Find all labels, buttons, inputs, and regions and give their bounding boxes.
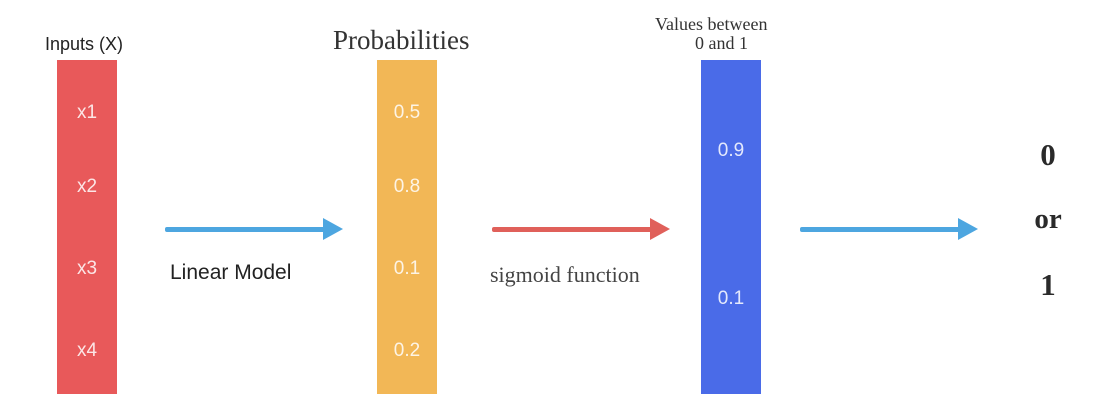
output-arrow xyxy=(800,218,978,240)
arrow-head-icon xyxy=(323,218,343,240)
probability-cell: 0.8 xyxy=(393,176,421,197)
values-title-line1: Values between xyxy=(655,14,768,34)
input-cell: x3 xyxy=(76,258,98,279)
probability-cell: 0.1 xyxy=(393,258,421,279)
arrow-shaft xyxy=(492,226,652,232)
values-column: 0.9 0.1 xyxy=(701,60,761,394)
sigmoid-label: sigmoid function xyxy=(490,262,640,287)
input-cell: x1 xyxy=(76,102,98,123)
inputs-title: Inputs (X) xyxy=(45,34,124,54)
value-cell: 0.1 xyxy=(717,288,745,309)
value-cell: 0.9 xyxy=(717,140,745,161)
sigmoid-arrow xyxy=(492,218,670,240)
inputs-column: x1 x2 x3 x4 xyxy=(57,60,117,394)
arrow-shaft xyxy=(165,226,325,232)
probability-cell: 0.2 xyxy=(393,340,421,361)
output-zero: 0 xyxy=(1040,137,1056,172)
arrow-head-icon xyxy=(958,218,978,240)
probabilities-column: 0.5 0.8 0.1 0.2 xyxy=(377,60,437,394)
values-title-line2: 0 and 1 xyxy=(695,33,748,53)
output-or: or xyxy=(1034,203,1062,235)
linear-model-arrow xyxy=(165,218,343,240)
linear-model-label: Linear Model xyxy=(170,261,292,284)
input-cell: x4 xyxy=(76,340,98,361)
arrow-shaft xyxy=(800,226,960,232)
output-one: 1 xyxy=(1040,267,1056,302)
probabilities-title: Probabilities xyxy=(333,25,470,55)
probability-cell: 0.5 xyxy=(393,102,421,123)
arrow-head-icon xyxy=(650,218,670,240)
input-cell: x2 xyxy=(76,176,98,197)
